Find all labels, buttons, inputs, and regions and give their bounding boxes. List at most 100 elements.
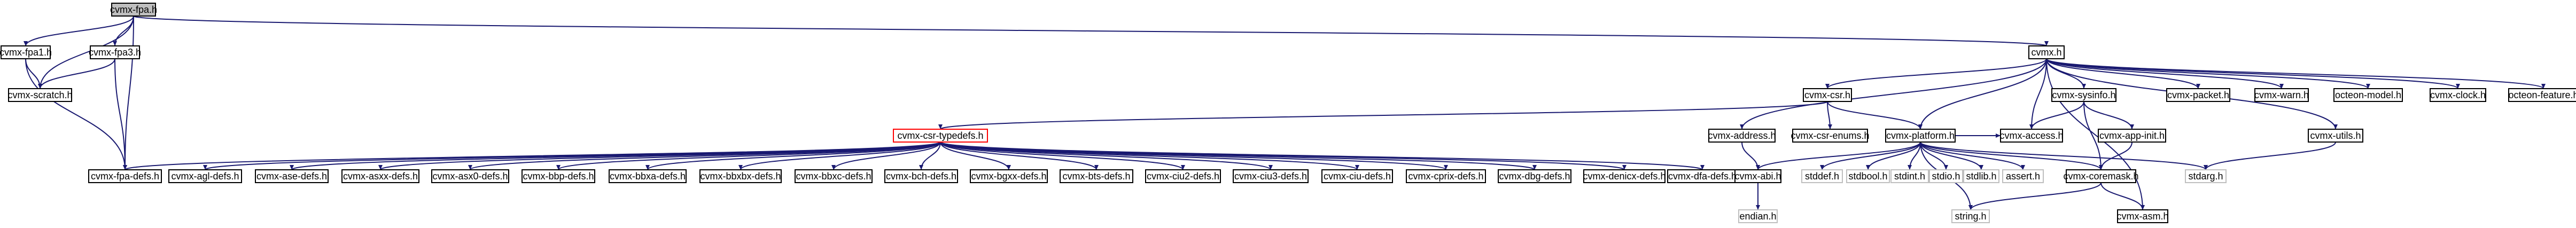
node-box: [1738, 209, 1778, 223]
node-label: cvmx-abi.h: [1734, 171, 1781, 182]
node-cvmx-ase-defs-h[interactable]: cvmx-ase-defs.h: [255, 169, 329, 183]
node-box: [2308, 129, 2363, 143]
node-cvmx-denicx-defs-h[interactable]: cvmx-denicx-defs.h: [1583, 169, 1666, 183]
node-box: [255, 169, 329, 183]
edge-cvmx-platform-h-to-stddef-h: [1820, 141, 1921, 170]
node-cvmx-clock-h[interactable]: cvmx-clock.h: [2430, 88, 2486, 102]
node-cvmx-asx0-defs-h[interactable]: cvmx-asx0-defs.h: [431, 169, 509, 183]
edge-cvmx-h-to-cvmx-platform-h: [1918, 58, 2047, 130]
node-cvmx-scratch-h[interactable]: cvmx-scratch.h: [7, 88, 73, 102]
node-cvmx-warn-h[interactable]: cvmx-warn.h: [2254, 88, 2309, 102]
edge-cvmx-platform-h-to-cvmx-abi-h: [1756, 141, 1921, 170]
node-box: [699, 169, 782, 183]
node-cvmx-bbp-defs-h[interactable]: cvmx-bbp-defs.h: [522, 169, 595, 183]
node-box: [609, 169, 687, 183]
node-cvmx-asxx-defs-h[interactable]: cvmx-asxx-defs.h: [341, 169, 419, 183]
node-label: cvmx-sysinfo.h: [2052, 90, 2115, 100]
node-cvmx-fpa-defs-h[interactable]: cvmx-fpa-defs.h: [88, 169, 162, 183]
node-stdio-h[interactable]: stdio.h: [1929, 169, 1963, 183]
edge-cvmx-coremask-h-to-string-h: [1968, 182, 2102, 210]
node-box: [111, 3, 156, 17]
node-box: [1060, 169, 1133, 183]
edge-cvmx-fpa3-h-to-cvmx-scratch-h: [38, 58, 115, 89]
node-cvmx-fpa1-h[interactable]: cvmx-fpa1.h: [0, 45, 52, 59]
node-box: [341, 169, 419, 183]
node-box: [2508, 88, 2576, 102]
node-cvmx-bbxa-defs-h[interactable]: cvmx-bbxa-defs.h: [609, 169, 687, 183]
edge-cvmx-fpa-h-to-cvmx-fpa3-h: [113, 15, 134, 46]
node-box: [884, 169, 958, 183]
edge-cvmx-h-to-octeon-feature-h: [2046, 58, 2546, 89]
edge-cvmx-sysinfo-h-to-cvmx-coremask-h: [2083, 101, 2103, 170]
node-label: cvmx-bbxa-defs.h: [610, 171, 686, 182]
node-cvmx-dbg-defs-h[interactable]: cvmx-dbg-defs.h: [1498, 169, 1571, 183]
node-cvmx-ciu-defs-h[interactable]: cvmx-ciu-defs.h: [1321, 169, 1393, 183]
node-endian-h[interactable]: endian.h: [1738, 209, 1778, 223]
node-cvmx-ciu2-defs-h[interactable]: cvmx-ciu2-defs.h: [1145, 169, 1221, 183]
node-stdarg-h[interactable]: stdarg.h: [2185, 169, 2227, 183]
node-cvmx-sysinfo-h[interactable]: cvmx-sysinfo.h: [2051, 88, 2116, 102]
node-cvmx-h[interactable]: cvmx.h: [2028, 45, 2065, 59]
node-box: [1963, 169, 1999, 183]
edge-cvmx-coremask-h-to-cvmx-asm-h: [2100, 182, 2145, 210]
node-box: [2333, 88, 2403, 102]
node-cvmx-cprix-defs-h[interactable]: cvmx-cprix-defs.h: [1406, 169, 1486, 183]
edge-cvmx-sysinfo-h-to-cvmx-access-h: [2029, 101, 2084, 130]
node-cvmx-csr-typedefs-h[interactable]: cvmx-csr-typedefs.h: [893, 129, 988, 143]
node-stddef-h[interactable]: stddef.h: [1801, 169, 1843, 183]
node-cvmx-csr-h[interactable]: cvmx-csr.h: [1803, 88, 1852, 102]
node-label: cvmx-ase-defs.h: [256, 171, 327, 182]
node-label: cvmx-csr-enums.h: [1791, 130, 1869, 141]
edge-cvmx-h-to-cvmx-clock-h: [2046, 58, 2460, 89]
edge-cvmx-csr-typedefs-h-to-cvmx-asx0-defs-h: [468, 141, 941, 170]
node-cvmx-asm-h[interactable]: cvmx-asm.h: [2116, 209, 2169, 223]
node-cvmx-bch-defs-h[interactable]: cvmx-bch-defs.h: [884, 169, 958, 183]
node-octeon-feature-h[interactable]: octeon-feature.h: [2508, 88, 2576, 102]
node-assert-h[interactable]: assert.h: [2002, 169, 2044, 183]
node-cvmx-fpa3-h[interactable]: cvmx-fpa3.h: [89, 45, 141, 59]
node-label: stddef.h: [1805, 171, 1839, 182]
node-cvmx-csr-enums-h[interactable]: cvmx-csr-enums.h: [1791, 129, 1870, 143]
node-cvmx-agl-defs-h[interactable]: cvmx-agl-defs.h: [168, 169, 242, 183]
node-stdint-h[interactable]: stdint.h: [1890, 169, 1929, 183]
edge-cvmx-fpa1-h-to-cvmx-fpa-defs-h: [25, 58, 127, 170]
node-cvmx-utils-h[interactable]: cvmx-utils.h: [2308, 129, 2363, 143]
node-cvmx-bgxx-defs-h[interactable]: cvmx-bgxx-defs.h: [970, 169, 1048, 183]
node-cvmx-app-init-h[interactable]: cvmx-app-init.h: [2098, 129, 2166, 143]
node-cvmx-access-h[interactable]: cvmx-access.h: [1999, 129, 2064, 143]
node-cvmx-abi-h[interactable]: cvmx-abi.h: [1734, 169, 1781, 183]
node-box: [2028, 45, 2065, 59]
node-label: cvmx-fpa-defs.h: [91, 171, 159, 182]
node-cvmx-dfa-defs-h[interactable]: cvmx-dfa-defs.h: [1667, 169, 1738, 183]
node-cvmx-bts-defs-h[interactable]: cvmx-bts-defs.h: [1060, 169, 1133, 183]
node-string-h[interactable]: string.h: [1951, 209, 1990, 223]
file-nodes: cvmx-fpa.h cvmx-fpa1.h cvmx-fpa3.h cvmx-scr…: [0, 3, 2576, 223]
node-label: cvmx-dbg-defs.h: [1499, 171, 1570, 182]
node-cvmx-bbxbx-defs-h[interactable]: cvmx-bbxbx-defs.h: [699, 169, 782, 183]
node-box: [2066, 169, 2136, 183]
edge-cvmx-utils-h-to-stdarg-h: [2204, 141, 2336, 170]
edge-cvmx-h-to-cvmx-warn-h: [2046, 58, 2284, 89]
node-octeon-model-h[interactable]: octeon-model.h: [2333, 88, 2403, 102]
node-cvmx-platform-h[interactable]: cvmx-platform.h: [1885, 129, 1956, 143]
edge-cvmx-app-init-h-to-cvmx-coremask-h: [2099, 141, 2133, 170]
node-stdlib-h[interactable]: stdlib.h: [1963, 169, 1999, 183]
node-box: [522, 169, 595, 183]
node-box: [90, 45, 140, 59]
node-cvmx-coremask-h[interactable]: cvmx-coremask.h: [2063, 169, 2139, 183]
node-cvmx-ciu3-defs-h[interactable]: cvmx-ciu3-defs.h: [1233, 169, 1309, 183]
edge-cvmx-csr-h-to-cvmx-platform-h: [1827, 101, 1923, 130]
node-cvmx-packet-h[interactable]: cvmx-packet.h: [2166, 88, 2230, 102]
edge-cvmx-h-to-cvmx-address-h: [1740, 58, 2047, 130]
node-cvmx-fpa-h[interactable]: cvmx-fpa.h: [110, 3, 157, 17]
node-stdbool-h[interactable]: stdbool.h: [1846, 169, 1890, 183]
node-box: [1890, 169, 1929, 183]
edge-cvmx-fpa-h-to-cvmx-h: [133, 15, 2048, 46]
node-cvmx-address-h[interactable]: cvmx-address.h: [1708, 129, 1776, 143]
edge-cvmx-csr-typedefs-h-to-cvmx-ciu2-defs-h: [940, 141, 1185, 170]
node-box: [893, 129, 988, 143]
node-label: cvmx-ciu2-defs.h: [1147, 171, 1219, 182]
node-cvmx-bbxc-defs-h[interactable]: cvmx-bbxc-defs.h: [795, 169, 873, 183]
node-box: [1929, 169, 1963, 183]
edge-cvmx-platform-h-to-stdarg-h: [1920, 141, 2208, 170]
